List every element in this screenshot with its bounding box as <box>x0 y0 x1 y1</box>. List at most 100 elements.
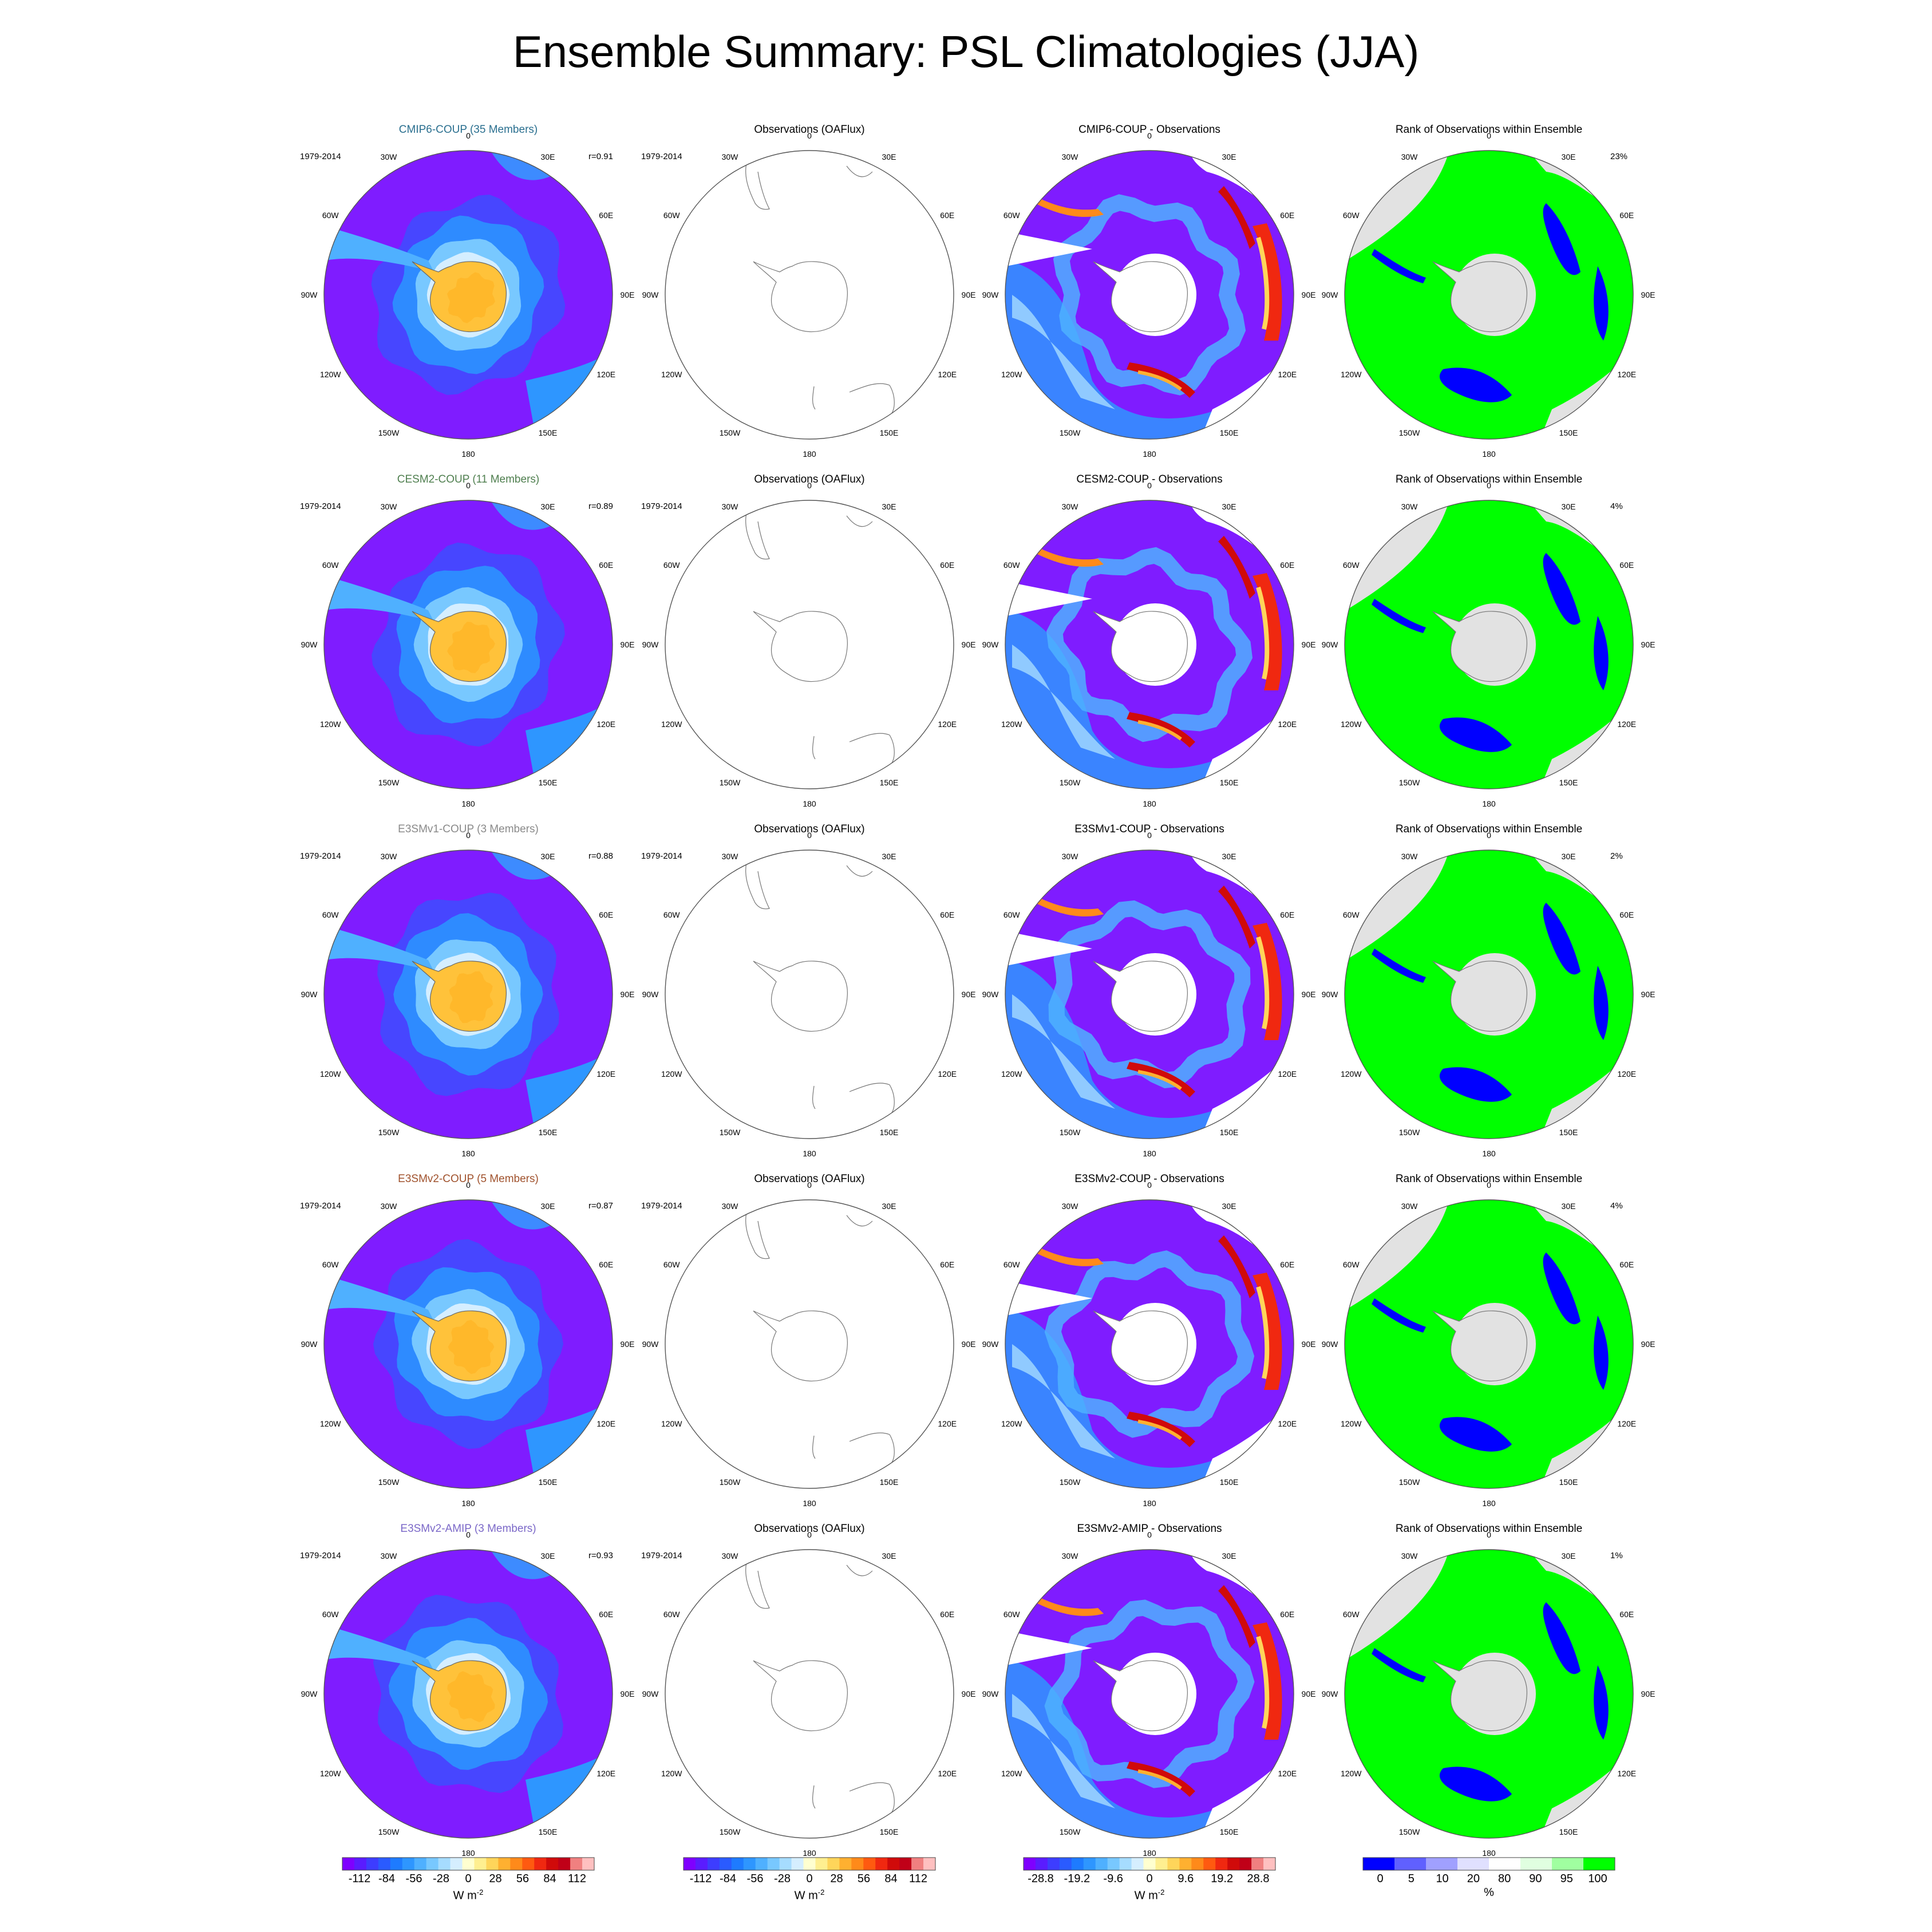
longitude-label: 60E <box>599 1260 614 1269</box>
longitude-label: 60E <box>599 910 614 919</box>
colorbar-tick-label: 80 <box>1498 1872 1511 1885</box>
colorbar-swatch <box>582 1858 595 1870</box>
colorbar-4 <box>1362 1857 1615 1871</box>
row-4-observations-title: Observations (OAFlux) <box>754 1173 865 1185</box>
colorbar-tick-label: -19.2 <box>1064 1872 1091 1885</box>
colorbar-tick-label: 100 <box>1588 1872 1607 1885</box>
colorbar-swatch <box>815 1858 828 1870</box>
longitude-label: 150E <box>879 1827 899 1836</box>
antarctica-outline <box>753 1660 848 1732</box>
longitude-label: 150E <box>538 1477 558 1487</box>
colorbar-swatch <box>1047 1858 1060 1870</box>
row-4-rank-title: Rank of Observations within Ensemble <box>1395 1173 1583 1185</box>
row-1-observations-title: Observations (OAFlux) <box>754 124 865 136</box>
colorbar-swatch <box>498 1858 511 1870</box>
rank-percent-label: 4% <box>1610 1201 1623 1211</box>
longitude-label: 120E <box>1617 720 1637 729</box>
longitude-label: 60E <box>599 211 614 220</box>
longitude-label: 150W <box>378 428 400 437</box>
longitude-label: 30W <box>1061 152 1078 162</box>
row-5-climatology-map <box>323 1549 613 1839</box>
colorbar-2 <box>683 1857 936 1871</box>
colorbar-swatch <box>911 1858 924 1870</box>
longitude-label: 120E <box>1617 1769 1637 1778</box>
colorbar-tick-label: -112 <box>348 1872 371 1885</box>
longitude-label: 30E <box>882 152 896 162</box>
row-5-observations-map <box>665 1549 954 1839</box>
longitude-label: 180 <box>803 1499 816 1508</box>
longitude-label: 150E <box>1219 1827 1239 1836</box>
longitude-label: 0 <box>807 831 812 840</box>
longitude-label: 60W <box>1003 910 1020 919</box>
longitude-label: 90E <box>1641 640 1656 649</box>
colorbar-swatch <box>767 1858 780 1870</box>
longitude-label: 60W <box>663 211 680 220</box>
period-label: 1979-2014 <box>300 1551 341 1560</box>
colorbar-swatch <box>863 1858 876 1870</box>
colorbar-swatch <box>1131 1858 1144 1870</box>
row-1-rank-title: Rank of Observations within Ensemble <box>1395 124 1583 136</box>
longitude-label: 0 <box>1487 831 1491 840</box>
colorbar-swatch <box>1119 1858 1132 1870</box>
colorbar-tick-label: -28 <box>774 1872 791 1885</box>
period-label: 1979-2014 <box>300 1201 341 1211</box>
row-5-rank-title: Rank of Observations within Ensemble <box>1395 1523 1583 1535</box>
row-1-climatology-title: CMIP6-COUP (35 Members) <box>398 124 538 136</box>
colorbar-swatch <box>1251 1858 1264 1870</box>
longitude-label: 180 <box>1482 1499 1496 1508</box>
longitude-label: 60E <box>940 910 955 919</box>
longitude-label: 120W <box>1340 1419 1362 1428</box>
longitude-label: 120E <box>938 720 957 729</box>
colorbar-swatch <box>923 1858 936 1870</box>
antarctica-outline <box>753 1310 848 1382</box>
longitude-label: 60W <box>322 1610 339 1619</box>
longitude-label: 30E <box>1222 152 1236 162</box>
colorbar-swatch <box>450 1858 463 1870</box>
map-border <box>1344 500 1634 789</box>
longitude-label: 60E <box>940 211 955 220</box>
longitude-label: 30W <box>1061 852 1078 862</box>
longitude-label: 150E <box>1559 1127 1578 1137</box>
colorbar-swatch <box>719 1858 732 1870</box>
colorbar-swatch <box>1363 1858 1395 1870</box>
colorbar-tick-label: 95 <box>1560 1872 1573 1885</box>
longitude-label: 150W <box>1398 1477 1420 1487</box>
correlation-label: r=0.91 <box>588 152 613 161</box>
colorbar-swatch <box>875 1858 888 1870</box>
longitude-label: 150E <box>1219 777 1239 787</box>
longitude-label: 30E <box>540 502 555 512</box>
row-3-rank-map <box>1344 850 1634 1139</box>
longitude-label: 120E <box>938 1419 957 1428</box>
row-4-climatology-map <box>323 1199 613 1489</box>
longitude-label: 90W <box>642 640 659 649</box>
longitude-label: 90W <box>301 1340 318 1349</box>
longitude-label: 120E <box>596 1769 616 1778</box>
colorbar-1 <box>342 1857 595 1871</box>
longitude-label: 30E <box>1222 852 1236 862</box>
longitude-label: 30W <box>380 852 397 862</box>
longitude-label: 30W <box>721 1202 738 1211</box>
colorbar-swatch <box>570 1858 583 1870</box>
longitude-label: 120W <box>1001 1419 1022 1428</box>
map-border <box>323 500 613 789</box>
map-border <box>1344 850 1634 1139</box>
longitude-label: 30W <box>1061 1202 1078 1211</box>
colorbar-tick-label: 84 <box>884 1872 898 1885</box>
colorbar-swatch <box>378 1858 391 1870</box>
longitude-label: 150E <box>538 1827 558 1836</box>
colorbar-swatch <box>486 1858 499 1870</box>
longitude-label: 180 <box>461 1149 475 1158</box>
colorbar-swatch <box>1215 1858 1228 1870</box>
colorbar-swatch <box>1394 1858 1427 1870</box>
longitude-label: 60W <box>663 1260 680 1269</box>
colorbar-tick-label: 0 <box>465 1872 472 1885</box>
longitude-label: 120W <box>661 370 682 379</box>
longitude-label: 30E <box>882 1551 896 1561</box>
longitude-label: 90E <box>1641 990 1656 999</box>
colorbar-tick-label: -9.6 <box>1103 1872 1123 1885</box>
longitude-label: 60E <box>1280 1260 1295 1269</box>
longitude-label: 90E <box>1641 290 1656 299</box>
longitude-label: 90W <box>1321 640 1338 649</box>
longitude-label: 60W <box>663 910 680 919</box>
colorbar-swatch <box>1263 1858 1276 1870</box>
